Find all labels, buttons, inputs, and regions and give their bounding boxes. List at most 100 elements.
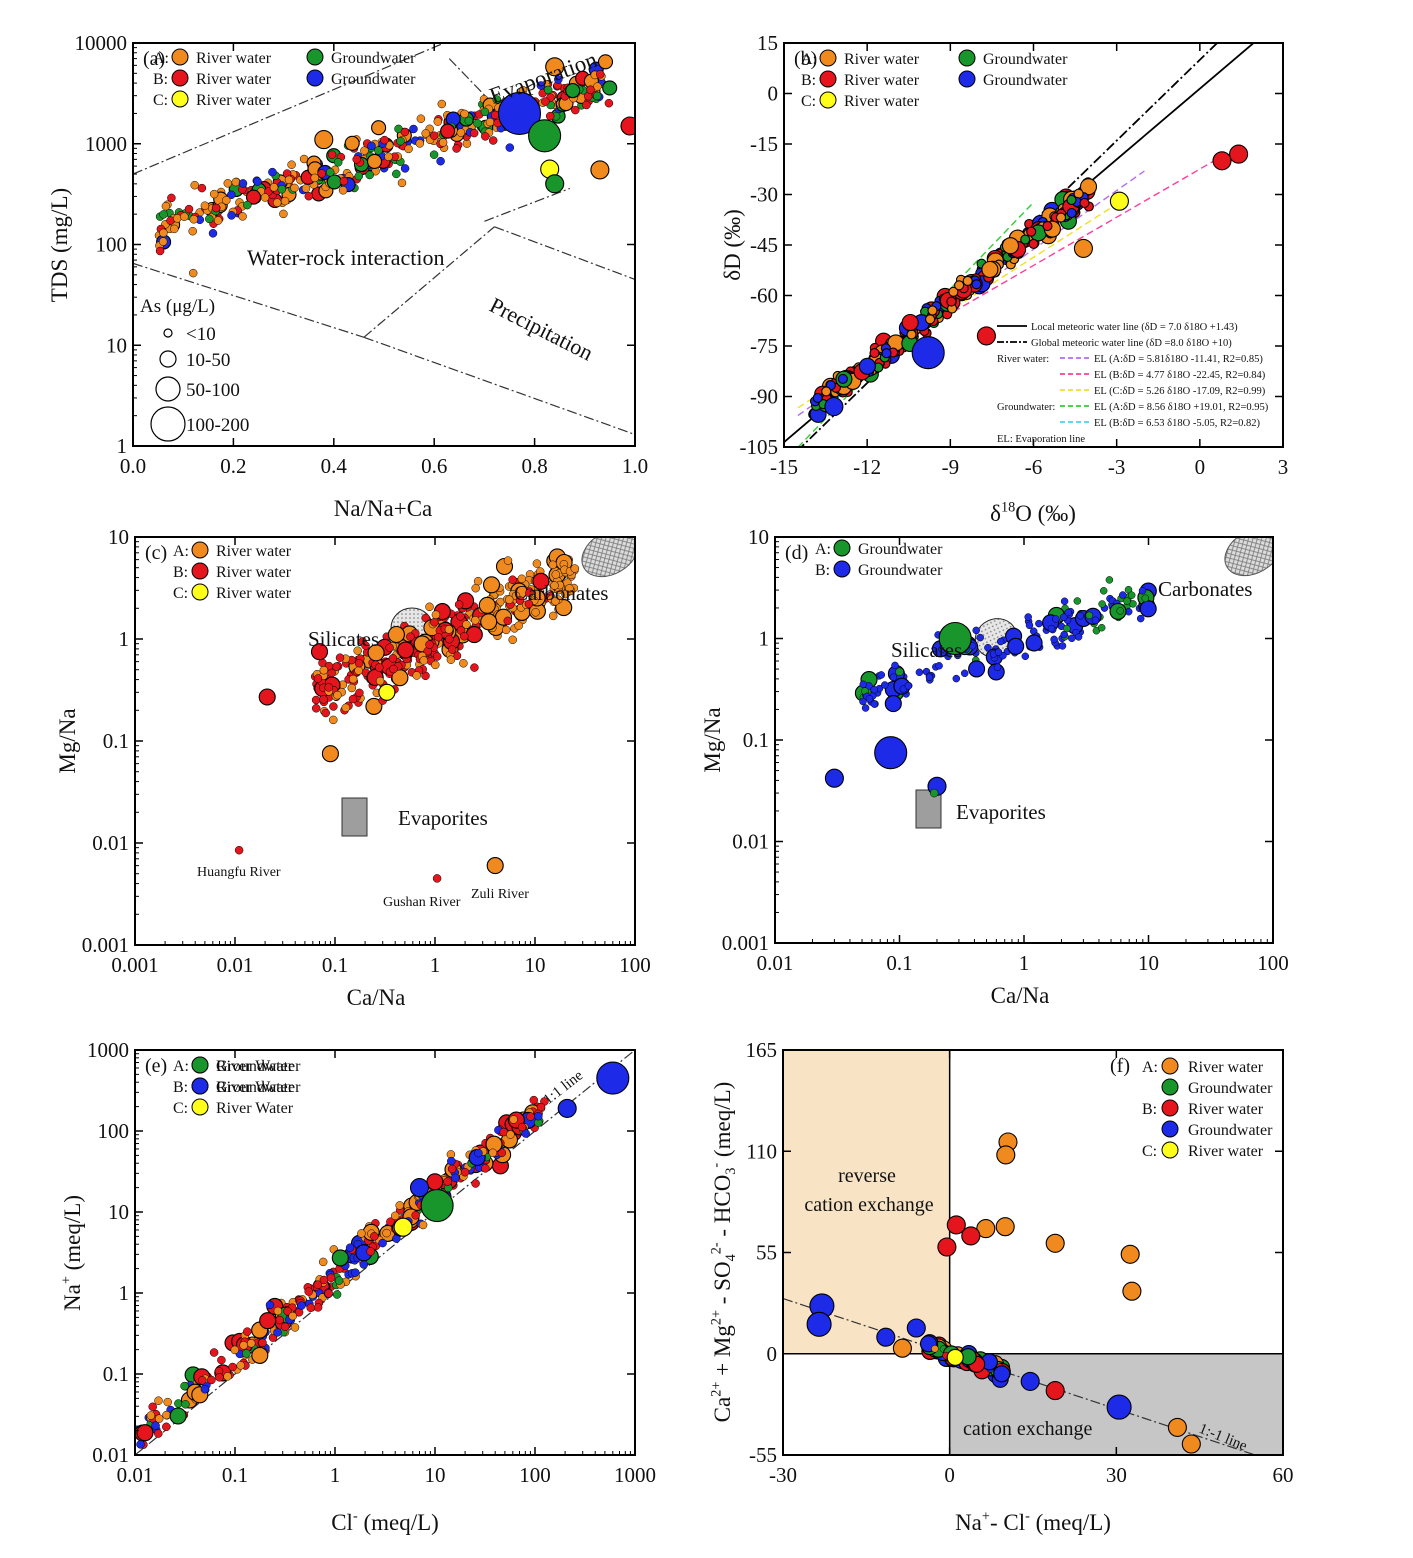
line-legend-label: EL (B:δD = 4.77 δ18O -22.45, R2=0.84) — [1094, 370, 1266, 381]
data-point-notable — [258, 688, 276, 706]
data-point — [301, 184, 311, 193]
line-legend-label: Global meteoric water line (δD =8.0 δ18O… — [1031, 338, 1232, 349]
data-point-notable — [876, 1327, 896, 1347]
data-point — [915, 668, 924, 677]
data-point-notable — [996, 1145, 1016, 1165]
y-tick-label: 10 — [108, 1200, 129, 1224]
data-point — [996, 637, 1005, 646]
data-point — [339, 176, 349, 186]
x-tick-label: 0.4 — [321, 454, 348, 478]
data-point — [184, 204, 194, 214]
data-point — [265, 1300, 275, 1310]
data-point — [1052, 615, 1060, 623]
data-point — [431, 660, 440, 670]
data-point — [360, 146, 369, 155]
legend-marker — [306, 48, 324, 66]
y-tick-label: 1000 — [87, 1038, 129, 1062]
data-point — [1024, 613, 1032, 621]
data-point — [136, 1424, 154, 1442]
data-point-notable — [1106, 1394, 1132, 1420]
panel-label: (e) — [145, 1055, 167, 1077]
data-point — [319, 695, 328, 704]
legend-group-label: B: — [815, 562, 830, 579]
data-point — [347, 683, 357, 693]
data-point — [395, 1201, 404, 1210]
data-point — [1079, 178, 1098, 196]
data-point — [548, 611, 558, 621]
data-point — [167, 193, 176, 203]
data-point — [239, 1341, 248, 1350]
y-tick-label: 110 — [746, 1139, 777, 1163]
end-member-label: Carbonates — [514, 581, 608, 605]
data-point — [570, 564, 580, 573]
data-point — [1097, 623, 1106, 632]
data-point — [197, 183, 207, 193]
data-point — [524, 599, 534, 609]
x-tick-label: 0.01 — [217, 953, 254, 977]
legend-entry: River water — [1188, 1143, 1264, 1160]
data-point — [324, 683, 333, 692]
legend-group-label: C: — [153, 92, 168, 109]
data-point — [169, 1407, 187, 1425]
data-point — [243, 200, 252, 210]
y-tick-label: 0.01 — [732, 830, 769, 854]
line-legend-note: EL: Evaporation line — [997, 434, 1085, 445]
data-point — [565, 584, 574, 593]
data-point — [1105, 576, 1114, 584]
data-point — [971, 279, 982, 290]
end-member-label: Silicates — [891, 638, 962, 662]
data-point — [447, 1156, 456, 1166]
data-point — [359, 1260, 369, 1269]
data-point — [1141, 594, 1150, 603]
data-point — [478, 596, 496, 614]
data-point — [976, 633, 984, 642]
data-point — [877, 671, 886, 679]
data-point — [227, 211, 236, 220]
legend-entry: Groundwater — [216, 1058, 301, 1075]
data-point — [311, 695, 321, 705]
carbonates-ellipse — [581, 537, 635, 578]
data-point — [409, 124, 418, 134]
data-point — [470, 663, 479, 672]
data-point — [514, 621, 523, 630]
y-tick-label: -105 — [740, 435, 779, 459]
data-point — [354, 658, 364, 668]
data-point — [253, 177, 262, 186]
data-point — [365, 697, 383, 715]
x-tick-label: 100 — [519, 1463, 551, 1487]
data-point — [534, 1111, 543, 1121]
line-legend-label: EL (B:δD = 6.53 δ18O -5.05, R2=0.82) — [1094, 418, 1261, 429]
data-point-notable — [545, 57, 565, 77]
data-point — [284, 175, 294, 185]
data-point — [245, 189, 262, 205]
data-point — [1025, 634, 1043, 652]
data-point-notable — [946, 1215, 966, 1235]
data-point — [859, 697, 867, 706]
y-tick-label: -75 — [750, 334, 778, 358]
data-point — [136, 1440, 145, 1449]
legend-entry: River water — [196, 71, 272, 88]
data-point — [367, 141, 376, 151]
data-point — [411, 1211, 420, 1220]
data-point-notable — [929, 788, 939, 798]
legend-entry: River water — [844, 93, 920, 110]
data-point-notable — [1073, 238, 1093, 258]
data-point — [375, 676, 385, 686]
data-point-notable — [1229, 144, 1249, 164]
data-point — [392, 169, 401, 179]
data-point — [935, 662, 943, 670]
data-point — [421, 129, 430, 138]
data-point — [389, 664, 398, 674]
data-point — [231, 177, 241, 187]
data-point — [1066, 207, 1077, 219]
data-point — [1074, 633, 1083, 641]
data-point — [565, 83, 581, 99]
data-point — [1021, 652, 1030, 661]
data-point — [532, 559, 542, 568]
data-point — [148, 1402, 157, 1412]
data-point — [162, 1410, 171, 1420]
data-point — [170, 224, 179, 234]
data-point — [1028, 238, 1039, 249]
data-point — [352, 155, 361, 164]
